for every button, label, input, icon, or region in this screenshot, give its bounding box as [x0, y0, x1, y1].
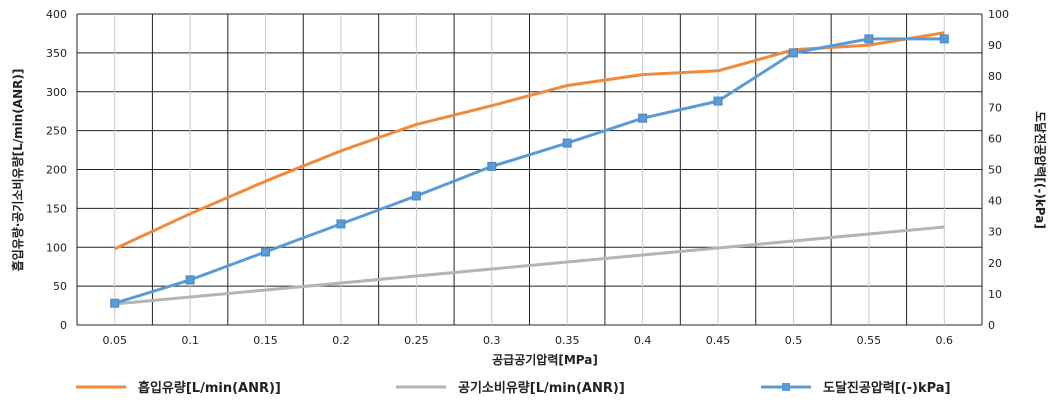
series-point-3: [185, 275, 195, 285]
y-right-tick-label: 80: [988, 70, 1002, 83]
x-tick-label: 0.05: [102, 334, 127, 347]
y-left-tick-label: 300: [46, 86, 67, 99]
y-right-tick-label: 40: [988, 195, 1002, 208]
y-left-tick-label: 100: [46, 241, 67, 254]
x-tick-label: 0.6: [936, 334, 954, 347]
x-axis-title: 공급공기압력[MPa]: [492, 352, 598, 367]
legend-label-3: 도달진공압력[(-)kPa]: [823, 380, 951, 396]
grid-lines: [76, 13, 983, 326]
y-left-tick-label: 50: [53, 280, 67, 293]
tick-labels: 0 50 100 150 200 250 300 350 400 0 10 20 30 40 50 60 70 8…: [46, 8, 1009, 347]
x-tick-label: 0.3: [483, 334, 501, 347]
y-left-tick-label: 400: [46, 8, 67, 21]
series-layer: [110, 31, 949, 308]
series-point-3: [864, 34, 874, 44]
series-point-3: [713, 96, 723, 106]
x-tick-label: 0.2: [332, 334, 350, 347]
x-tick-label: 0.45: [706, 334, 731, 347]
x-tick-label: 0.55: [857, 334, 882, 347]
series-point-3: [939, 34, 949, 44]
legend-label-1: 흡입유량[L/min(ANR)]: [138, 380, 281, 396]
series-point-3: [638, 113, 648, 123]
series-point-3: [110, 298, 120, 308]
series-line-3: [114, 37, 945, 305]
y-left-tick-label: 250: [46, 125, 67, 138]
series-point-3: [562, 138, 572, 148]
y-axis-right-title: 도달진공압력[(-)kPa]: [1033, 111, 1048, 229]
series-line-1: [114, 31, 945, 251]
y-left-tick-label: 0: [60, 319, 67, 332]
series-point-3: [336, 219, 346, 229]
x-tick-label: 0.5: [785, 334, 803, 347]
y-axis-left-title: 흡입유량·공기소비유량[L/min(ANR)]: [10, 69, 25, 272]
x-tick-label: 0.1: [181, 334, 199, 347]
legend: 흡입유량[L/min(ANR)] 공기소비유량[L/min(ANR)] 도달진공압력…: [76, 380, 951, 396]
legend-marker-3: [782, 383, 790, 391]
y-right-tick-label: 90: [988, 39, 1002, 52]
y-right-tick-label: 30: [988, 226, 1002, 239]
y-right-tick-label: 10: [988, 288, 1002, 301]
x-tick-label: 0.35: [555, 334, 580, 347]
y-right-tick-label: 100: [988, 8, 1009, 21]
y-right-tick-label: 0: [988, 319, 995, 332]
series-point-3: [261, 247, 271, 257]
y-right-tick-label: 60: [988, 132, 1002, 145]
y-right-tick-label: 50: [988, 164, 1002, 177]
y-right-tick-label: 20: [988, 257, 1002, 270]
x-tick-label: 0.15: [253, 334, 278, 347]
series-point-3: [487, 161, 497, 171]
y-left-tick-label: 350: [46, 47, 67, 60]
y-left-tick-label: 200: [46, 164, 67, 177]
legend-label-2: 공기소비유량[L/min(ANR)]: [458, 381, 625, 396]
series-point-3: [411, 191, 421, 201]
y-left-tick-label: 150: [46, 202, 67, 215]
y-right-tick-label: 70: [988, 101, 1002, 114]
series-line-2: [114, 225, 945, 306]
x-tick-label: 0.4: [634, 334, 652, 347]
series-point-3: [788, 48, 798, 58]
x-tick-label: 0.25: [404, 334, 429, 347]
